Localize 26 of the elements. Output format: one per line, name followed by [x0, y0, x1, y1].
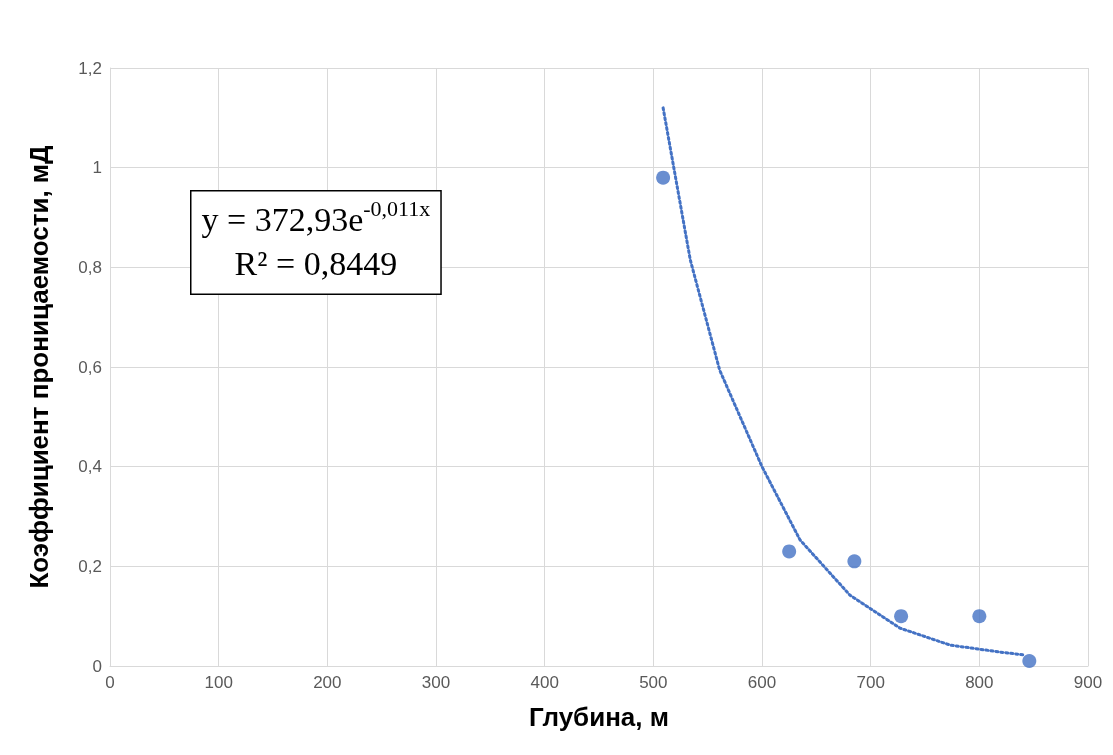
y-tick-label: 0 — [92, 656, 102, 676]
x-tick-label: 800 — [965, 673, 994, 692]
y-tick-label: 0,6 — [78, 357, 102, 377]
x-tick-label: 500 — [639, 673, 668, 692]
y-tick-label: 1,2 — [78, 58, 102, 78]
x-tick-label: 300 — [421, 673, 451, 692]
point — [847, 554, 862, 569]
annotation: R² = 0,8449 — [234, 245, 398, 282]
y-axis-title: Коэффициент проницаемости, мД — [24, 144, 54, 589]
y-tick-label: 1 — [92, 158, 102, 178]
point — [1022, 654, 1037, 669]
y-tick-label: 0,4 — [78, 457, 102, 477]
x-axis-title: Глубина, м — [529, 702, 669, 732]
point — [656, 170, 671, 185]
x-tick-label: 700 — [856, 673, 885, 692]
y-tick-label: 0,2 — [78, 556, 102, 576]
y-tick-label: 0,8 — [78, 257, 102, 277]
x-tick-label: 100 — [204, 673, 233, 692]
point — [782, 544, 797, 559]
point — [894, 609, 909, 624]
x-tick-label: 200 — [313, 673, 342, 692]
x-tick-label: 0 — [105, 673, 115, 692]
x-tick-label: 900 — [1073, 673, 1103, 692]
x-tick-label: 400 — [530, 673, 559, 692]
point — [972, 609, 987, 624]
x-tick-label: 600 — [747, 673, 777, 692]
